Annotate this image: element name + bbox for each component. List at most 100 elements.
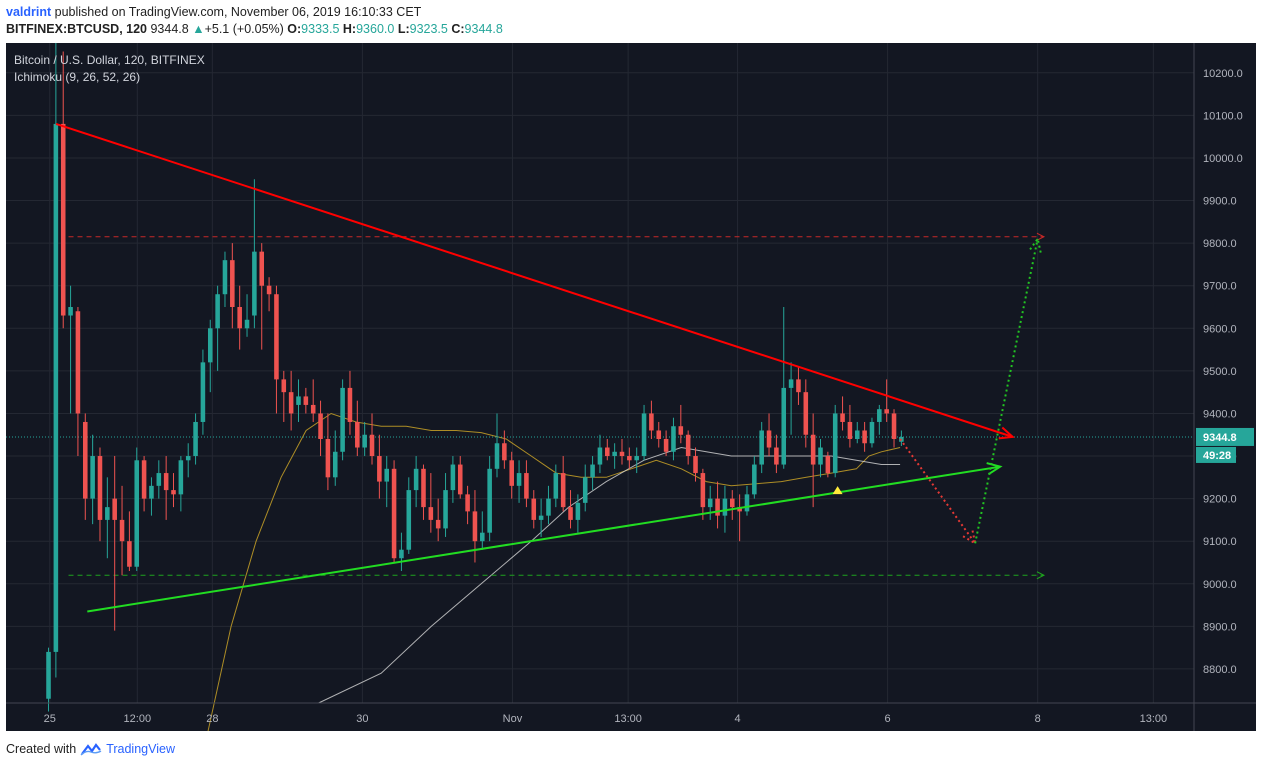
candle-body [553, 473, 559, 499]
candle [744, 485, 750, 516]
candle [325, 413, 331, 491]
candle [252, 179, 257, 329]
candle [774, 434, 779, 474]
candle-body [281, 379, 287, 393]
publish-info: valdrint published on TradingView.com, N… [6, 5, 421, 19]
candle-body [318, 413, 323, 439]
candle-body [575, 502, 581, 520]
candle [854, 421, 860, 444]
candle-body [355, 421, 360, 448]
countdown-tag [1196, 446, 1236, 463]
candle [619, 439, 625, 465]
candle-body [60, 123, 66, 316]
x-tick-label: 8 [1035, 713, 1041, 725]
candle [671, 417, 676, 461]
candle-body [347, 387, 353, 422]
candle [68, 285, 73, 414]
axes: 8800.08900.09000.09100.09200.09300.09400… [6, 43, 1256, 731]
candle [693, 447, 698, 482]
y-tick-label: 9000.0 [1203, 579, 1237, 591]
candle [560, 456, 566, 512]
candle [781, 307, 787, 469]
candle [185, 443, 191, 478]
candle-body [443, 490, 448, 529]
candle [127, 511, 132, 571]
price-chart[interactable]: 8800.08900.09000.09100.09200.09300.09400… [6, 43, 1256, 731]
candle [641, 404, 647, 461]
candle-body [82, 421, 88, 499]
legend-indicator: Ichimoku (9, 26, 52, 26) [14, 70, 140, 84]
candle [112, 456, 117, 631]
created-with-label: Created with [6, 742, 77, 756]
candle-body [90, 456, 95, 499]
candle [649, 400, 654, 439]
candle-body [340, 387, 345, 452]
y-tick-label: 9500.0 [1203, 366, 1237, 378]
candle [891, 409, 897, 448]
candle-body [862, 430, 867, 444]
candle [752, 456, 757, 499]
candle-body [891, 413, 897, 439]
chart-panel[interactable]: 8800.08900.09000.09100.09200.09300.09400… [6, 43, 1256, 731]
x-tick-label: 30 [356, 713, 368, 725]
candle [60, 51, 66, 329]
candle-body [656, 430, 662, 439]
candle-body [869, 421, 875, 444]
candle [457, 456, 463, 499]
candle-body [134, 460, 140, 567]
low-value: 9323.5 [409, 22, 448, 36]
change-value: +5.1 (+0.05%) [204, 22, 284, 36]
candle-body [185, 456, 191, 461]
candle [605, 439, 610, 461]
current-price-tag [1196, 427, 1254, 446]
tradingview-brand-link[interactable]: TradingView [106, 742, 175, 756]
ichimoku-span-a-line [207, 412, 901, 731]
candle [862, 421, 867, 452]
candle-body [568, 507, 573, 520]
candle-body [752, 464, 757, 495]
x-tick-label: Nov [503, 713, 523, 725]
candle [296, 379, 301, 422]
candle [384, 456, 389, 508]
support-level-arrow [1036, 571, 1046, 580]
candle-body [700, 473, 706, 508]
candle [75, 307, 81, 457]
resistance-trendline [55, 122, 1013, 438]
y-tick-label: 9800.0 [1203, 238, 1237, 250]
candle-body [75, 311, 81, 414]
candle [435, 498, 441, 542]
candle-body [715, 498, 720, 516]
author-link[interactable]: valdrint [6, 5, 52, 19]
low-label: L: [397, 22, 410, 36]
candle [678, 404, 684, 444]
x-tick-label: 25 [44, 713, 56, 725]
y-tick-label: 9200.0 [1203, 494, 1237, 506]
candle-body [119, 519, 125, 542]
y-tick-label: 9400.0 [1203, 408, 1237, 420]
candle [546, 485, 551, 525]
candle [97, 447, 103, 542]
candle-body [325, 439, 331, 478]
candle [737, 494, 742, 542]
y-tick-label: 10000.0 [1203, 153, 1243, 165]
candle [105, 477, 110, 559]
resistance-trendline-arrowhead [998, 426, 1016, 440]
candle [502, 430, 507, 469]
candle-body [516, 473, 522, 486]
candle-body [369, 434, 375, 457]
projection-down-path [899, 438, 976, 544]
y-tick-label: 9600.0 [1203, 323, 1237, 335]
candle [663, 430, 669, 457]
x-tick-label: 4 [734, 713, 740, 725]
candle-body [538, 515, 544, 520]
y-tick-label: 10200.0 [1203, 68, 1243, 80]
candle-body [421, 468, 426, 508]
candle [377, 434, 382, 499]
candle [413, 456, 419, 508]
x-tick-label: 28 [206, 713, 218, 725]
candle-body [127, 541, 132, 567]
candle [355, 400, 360, 457]
candle-body [788, 379, 794, 388]
candle [707, 485, 713, 520]
candle-body [854, 430, 860, 439]
